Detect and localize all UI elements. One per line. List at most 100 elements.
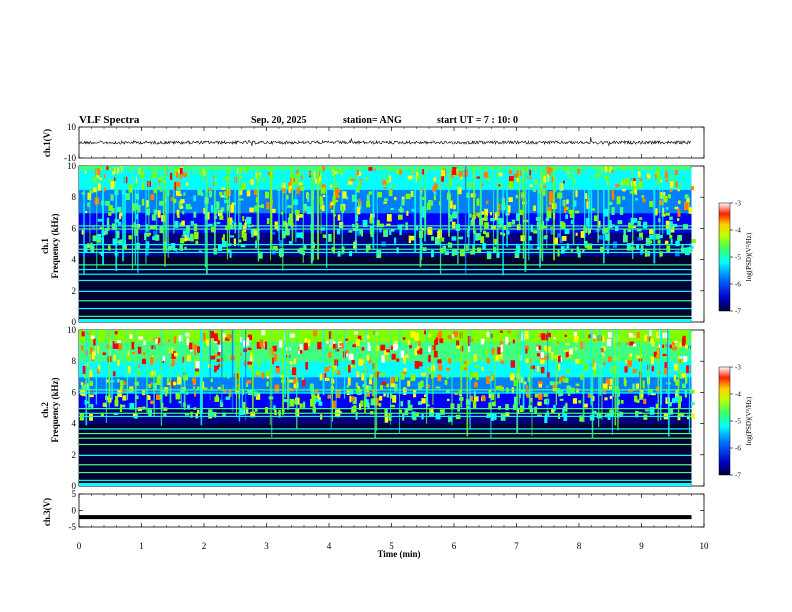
ch1-spectrogram-spike bbox=[258, 166, 259, 246]
ch2-spectrogram-cell bbox=[289, 398, 295, 407]
ch2-spectrogram-spike bbox=[617, 330, 619, 431]
ch2-spectrogram-cell bbox=[399, 350, 405, 358]
ch1-spectrogram-cell bbox=[106, 166, 109, 171]
ch1-spectrogram-spike bbox=[473, 166, 475, 234]
ch2-spectrogram-cell bbox=[653, 351, 658, 358]
ch2-spectrogram-cell bbox=[415, 412, 419, 418]
ch2-spectrogram-cell bbox=[93, 337, 96, 346]
ch2-spectrogram-spike bbox=[639, 330, 642, 400]
ch1-spectrogram-cell bbox=[386, 214, 392, 222]
ch2-spectrogram-cell bbox=[544, 356, 549, 360]
colorbar-tick-label: -3 bbox=[735, 200, 741, 208]
ch1-spectrogram-cell bbox=[580, 230, 586, 238]
ch1-spectrogram-cell bbox=[527, 176, 532, 180]
ch2-spectrogram-cell bbox=[678, 359, 684, 364]
ch1-spectrogram-cell bbox=[203, 207, 207, 214]
ch2-spectrogram-cell bbox=[536, 414, 542, 417]
ch2-spectrogram-cell bbox=[543, 399, 547, 404]
ch2-spectrogram-cell bbox=[592, 410, 597, 415]
ch1-spectrogram-cell bbox=[498, 172, 504, 177]
ch2-spectrogram-cell bbox=[402, 371, 407, 374]
ch2-spectrogram-cell bbox=[686, 365, 691, 374]
ch2-spectrogram-cell bbox=[639, 389, 644, 398]
colorbar-tick-label: -7 bbox=[735, 472, 741, 480]
ch2-spectrogram-cell bbox=[361, 373, 365, 381]
ch1-spectrogram-spike bbox=[587, 166, 590, 236]
ch2-spectrogram-spike bbox=[343, 330, 346, 399]
ch2-spectrogram-spike bbox=[221, 330, 223, 404]
ch1-spectrogram-cell bbox=[575, 210, 580, 214]
ch1-spectrogram-cell bbox=[669, 181, 674, 189]
ch2-spectrogram-cell bbox=[437, 364, 443, 371]
ch1-spectrogram-cell bbox=[117, 206, 122, 213]
ch2-spectrogram-cell bbox=[537, 381, 543, 385]
ch2-spectrogram-cell bbox=[190, 411, 193, 418]
ch1-spectrogram-spike bbox=[479, 166, 482, 233]
ch1-spectrogram-cell bbox=[172, 198, 177, 203]
ch1-spectrogram-cell bbox=[576, 246, 580, 254]
ch1-spectrogram-cell bbox=[583, 240, 588, 246]
ch2-spectrogram-cell bbox=[203, 387, 208, 391]
ch1-spectrogram-spike bbox=[590, 166, 593, 229]
ch2-spectrogram-cell bbox=[480, 338, 485, 345]
ch1-spectrogram-cell bbox=[145, 247, 149, 256]
ch1-spectrogram-cell bbox=[366, 200, 370, 208]
ch1-spectrogram-cell bbox=[388, 175, 392, 183]
ch1-spectrogram-cell bbox=[241, 230, 245, 238]
ch2-spectrogram-cell bbox=[620, 412, 624, 416]
ch1-spectrogram-cell bbox=[590, 208, 596, 211]
ch1-spectrogram-cell bbox=[81, 229, 85, 235]
ch2-spectrogram-cell bbox=[148, 384, 151, 388]
x-tick-label: 7 bbox=[514, 541, 519, 551]
panel-frame bbox=[78, 493, 705, 528]
ch2-spectrogram-cell bbox=[147, 395, 151, 400]
ch2-spectrogram-cell bbox=[254, 408, 258, 412]
ch1-spectrogram-cell bbox=[330, 209, 335, 213]
ch2-spectrogram-cell bbox=[80, 345, 84, 351]
ch1-spectrogram-cell bbox=[627, 243, 630, 249]
ch1-spectrogram-cell bbox=[638, 232, 643, 241]
ch2-spectrogram-cell bbox=[132, 351, 137, 354]
ch2-spectrogram-cell bbox=[588, 334, 593, 339]
ch2-spectrogram-cell bbox=[105, 344, 110, 349]
ch1-spectrogram-cell bbox=[246, 216, 250, 225]
ch2-spectrogram-cell bbox=[437, 373, 442, 382]
ch2-spectrogram-cell bbox=[335, 349, 340, 352]
ch1-spectrogram-band bbox=[79, 247, 692, 253]
ch2-spectrogram-cell bbox=[123, 381, 126, 385]
ch2-spectrogram-spike bbox=[469, 330, 471, 430]
ch2-spectrogram-cell bbox=[271, 357, 274, 365]
ch2-spectrogram-cell bbox=[563, 349, 569, 353]
ch2-spectrogram-cell bbox=[536, 353, 540, 357]
ch2-spectrogram-cell bbox=[192, 377, 197, 386]
ch2-spectrogram-cell bbox=[369, 374, 373, 378]
ch1-spectrogram-cell bbox=[494, 212, 498, 221]
ch2-spectrogram-tone-line bbox=[79, 392, 692, 394]
ch2-spectrogram-cell bbox=[469, 339, 474, 342]
ch1-spectrogram-cell bbox=[465, 192, 470, 198]
ch2-spectrogram-band bbox=[79, 337, 692, 343]
ch2-spectrogram-cell bbox=[344, 366, 350, 370]
ch2-spectrogram-cell bbox=[403, 368, 407, 372]
ch2-spectrogram-cell bbox=[510, 360, 516, 368]
ch1-spectrogram-cell bbox=[87, 202, 90, 207]
ch1-spectrogram-cell bbox=[108, 212, 112, 215]
ch1-spectrogram-cell bbox=[669, 234, 673, 239]
ch2-spectrogram-cell bbox=[591, 334, 596, 339]
ch1-spectrogram-cell bbox=[605, 233, 610, 241]
ch1-spectrogram-cell bbox=[299, 214, 304, 218]
ch2-spectrogram-cell bbox=[357, 335, 362, 341]
figure-start-time: start UT = 7 : 10: 0 bbox=[437, 115, 518, 126]
ch2-spectrogram-spike bbox=[460, 330, 463, 408]
ch1-spectrogram-cell bbox=[677, 188, 680, 192]
ch1-spectrogram-cell bbox=[386, 223, 391, 227]
ch2-spectrogram-cell bbox=[668, 344, 672, 349]
ch2-spectrogram-cell bbox=[530, 365, 535, 370]
ch1-spectrogram-cell bbox=[609, 220, 612, 228]
ch1-spectrogram-cell bbox=[390, 208, 394, 211]
ch1-spectrogram-spike bbox=[597, 166, 599, 243]
ch1-spectrogram-cell bbox=[529, 184, 533, 187]
ch1-spectrogram-cell bbox=[520, 235, 525, 242]
ch1-spectrogram-cell bbox=[566, 199, 569, 205]
ch1-spectrogram-cell bbox=[262, 178, 266, 182]
